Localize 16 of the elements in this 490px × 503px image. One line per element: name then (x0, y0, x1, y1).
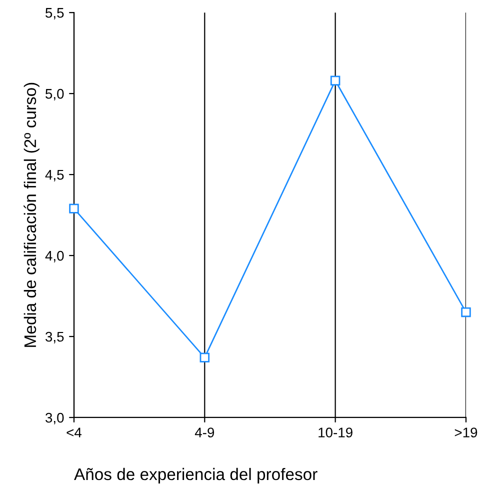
y-tick-label: 4,0 (45, 250, 64, 262)
point (200, 352, 210, 362)
x-tick-label: <4 (66, 428, 82, 438)
point (69, 204, 79, 214)
x-axis-title: Años de experiencia del profesor (74, 468, 318, 484)
y-axis-title: Media de calificación final (2º curso) (24, 82, 40, 347)
y-tick-label: 3,0 (45, 412, 64, 424)
y-tick-label: 4,5 (45, 170, 64, 182)
point (461, 307, 471, 318)
x-tick-label: 4-9 (194, 428, 214, 438)
x-tick-label: >19 (454, 428, 478, 438)
y-tick-label: 3,5 (45, 332, 64, 344)
x-tick-label: 10-19 (318, 428, 352, 438)
point (330, 76, 340, 86)
y-tick-label: 5,5 (46, 8, 64, 20)
y-tick-label: 5,0 (46, 88, 64, 100)
